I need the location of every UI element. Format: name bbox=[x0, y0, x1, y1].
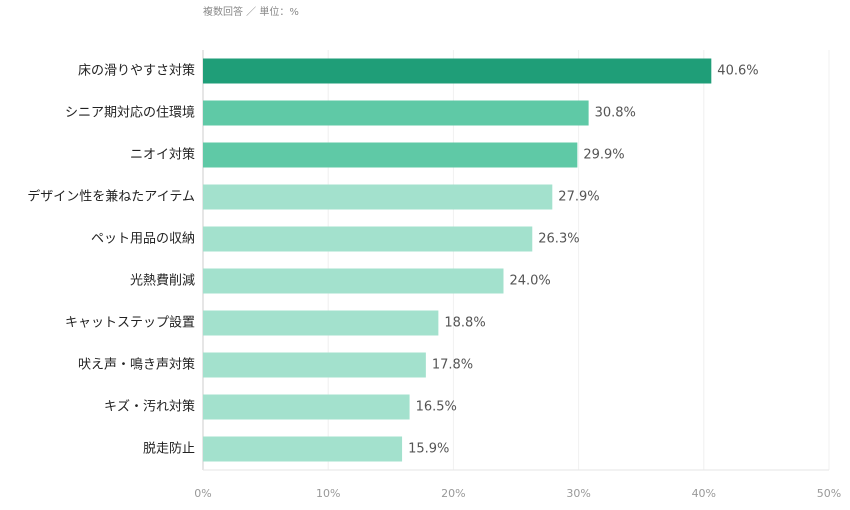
y-tick-label: ニオイ対策 bbox=[130, 147, 195, 163]
x-tick-label: 40% bbox=[692, 487, 716, 500]
value-label: 16.5% bbox=[416, 400, 457, 415]
bar bbox=[203, 394, 410, 420]
bar bbox=[203, 100, 589, 126]
y-tick-label: ペット用品の収納 bbox=[91, 232, 195, 247]
value-label: 24.0% bbox=[509, 274, 550, 289]
bar bbox=[203, 310, 439, 336]
x-tick-label: 30% bbox=[566, 487, 590, 500]
y-tick-label: 光熱費削減 bbox=[130, 273, 195, 289]
bar bbox=[203, 184, 553, 210]
y-tick-label: キャットステップ設置 bbox=[65, 315, 195, 331]
value-label: 17.8% bbox=[432, 358, 473, 373]
y-tick-label: 吠え声・鳴き声対策 bbox=[78, 357, 195, 373]
value-label: 27.9% bbox=[558, 190, 599, 205]
bar bbox=[203, 352, 426, 378]
x-tick-label: 10% bbox=[316, 487, 340, 500]
bar bbox=[203, 268, 504, 294]
x-tick-label: 50% bbox=[817, 487, 841, 500]
value-label: 30.8% bbox=[595, 106, 636, 121]
chart-subtitle: 複数回答 ／ 単位：% bbox=[203, 5, 299, 18]
bar bbox=[203, 142, 578, 168]
bar bbox=[203, 436, 403, 462]
bar bbox=[203, 226, 533, 252]
x-tick-label: 0% bbox=[194, 487, 211, 500]
value-label: 26.3% bbox=[538, 232, 579, 247]
value-label: 18.8% bbox=[444, 316, 485, 331]
y-tick-label: デザイン性を兼ねたアイテム bbox=[27, 189, 195, 205]
y-tick-label: シニア期対応の住環境 bbox=[65, 106, 195, 121]
bar bbox=[203, 58, 712, 84]
value-label: 29.9% bbox=[583, 148, 624, 163]
y-tick-label: キズ・汚れ対策 bbox=[104, 399, 195, 415]
y-tick-label: 床の滑りやすさ対策 bbox=[78, 63, 195, 79]
value-label: 40.6% bbox=[717, 64, 758, 79]
y-tick-label: 脱走防止 bbox=[143, 441, 195, 457]
value-label: 15.9% bbox=[408, 442, 449, 457]
x-tick-label: 20% bbox=[441, 487, 465, 500]
